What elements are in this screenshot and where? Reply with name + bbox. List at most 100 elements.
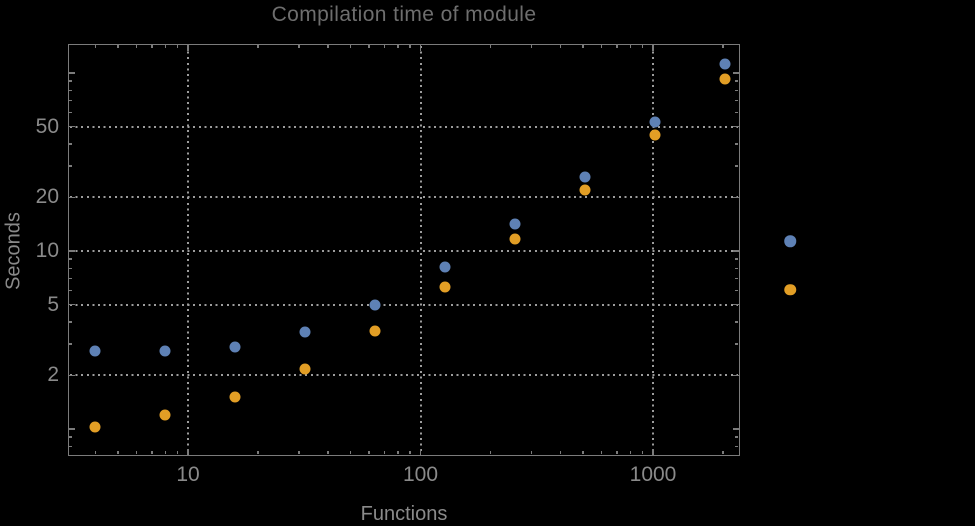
x-tick-mark: [419, 448, 422, 455]
y-tick-mark: [69, 277, 73, 280]
y-tick-mark: [69, 445, 73, 447]
y-tick-label: 50: [35, 114, 59, 138]
y-tick-mark: [735, 321, 739, 323]
y-tick-mark: [69, 111, 73, 114]
y-tick-label: 10: [35, 239, 59, 262]
x-tick-mark: [616, 451, 618, 455]
x-tick-mark: [419, 45, 422, 51]
y-tick-mark: [69, 267, 73, 269]
x-tick-mark: [559, 45, 562, 49]
y-tick-mark: [732, 196, 739, 199]
x-tick-mark: [368, 451, 370, 455]
y-tick-mark: [735, 289, 739, 292]
x-tick-mark: [298, 45, 300, 49]
series-1-marker: [784, 235, 796, 247]
y-gridline: [69, 196, 738, 199]
x-tick-mark: [582, 451, 584, 455]
y-tick-mark: [735, 80, 739, 82]
series-2-point: [89, 421, 101, 433]
x-tick-mark: [94, 45, 97, 49]
y-tick-mark: [69, 99, 73, 102]
x-gridline: [419, 45, 422, 454]
series-2-point: [159, 409, 171, 421]
x-tick-mark: [327, 451, 329, 455]
x-tick-mark: [164, 451, 167, 455]
y-tick-mark: [735, 445, 739, 447]
series-1-point: [579, 171, 591, 183]
y-tick-mark: [735, 143, 739, 145]
y-tick-mark: [69, 250, 75, 252]
series-1-point: [299, 326, 311, 338]
x-tick-mark: [151, 45, 153, 49]
x-tick-label: 1000: [629, 463, 677, 486]
x-tick-mark: [187, 448, 189, 455]
x-tick-mark: [629, 451, 632, 455]
series-2-point: [439, 281, 451, 293]
x-axis-label: Functions: [360, 503, 448, 525]
x-tick-mark: [582, 45, 584, 49]
y-tick-mark: [69, 303, 75, 306]
y-tick-mark: [69, 143, 73, 145]
y-tick-mark: [732, 125, 739, 128]
x-tick-mark: [368, 45, 370, 49]
y-tick-mark: [732, 374, 739, 377]
y-tick-mark: [69, 321, 73, 323]
x-tick-mark: [151, 451, 153, 455]
x-tick-mark: [187, 45, 189, 51]
series-2-point: [719, 73, 731, 85]
x-tick-mark: [176, 45, 179, 49]
y-gridline: [69, 125, 738, 128]
y-gridline: [69, 250, 738, 252]
y-gridline: [69, 374, 738, 377]
x-gridline: [652, 45, 654, 454]
x-tick-mark: [397, 45, 399, 49]
x-tick-mark: [349, 45, 352, 49]
x-tick-mark: [600, 45, 603, 49]
series-2-point: [369, 325, 381, 337]
x-tick-mark: [616, 45, 618, 49]
y-tick-label: 20: [35, 185, 59, 209]
x-tick-mark: [383, 45, 386, 49]
x-tick-mark: [298, 451, 300, 455]
y-tick-mark: [735, 258, 739, 260]
series-1-point: [89, 345, 101, 357]
y-tick-mark: [69, 196, 75, 199]
y-tick-mark: [69, 374, 75, 377]
x-tick-mark: [409, 451, 411, 455]
series-1-point: [509, 218, 521, 230]
y-tick-mark: [735, 343, 739, 345]
plot-frame: [68, 44, 740, 456]
series-1-point: [229, 341, 241, 353]
x-tick-mark: [257, 45, 259, 49]
y-tick-mark: [69, 258, 73, 260]
x-tick-mark: [600, 451, 603, 455]
series-2-point: [509, 233, 521, 245]
y-tick-mark: [69, 89, 73, 91]
x-tick-mark: [652, 45, 654, 51]
y-tick-mark: [69, 343, 73, 345]
series-2-point: [579, 184, 591, 196]
series-2-point: [299, 363, 311, 375]
x-tick-mark: [641, 451, 644, 455]
x-tick-mark: [530, 45, 533, 49]
x-tick-mark: [349, 451, 352, 455]
y-tick-mark: [735, 99, 739, 102]
chart-title: Compilation time of module: [271, 3, 537, 26]
series-1-point: [719, 58, 731, 70]
y-tick-mark: [69, 289, 73, 292]
x-tick-mark: [117, 451, 119, 455]
series-2-point: [649, 129, 661, 141]
y-tick-label: 5: [47, 292, 59, 316]
x-tick-mark: [176, 451, 179, 455]
y-tick-mark: [732, 428, 739, 430]
y-tick-label: 2: [47, 363, 59, 387]
y-tick-mark: [735, 277, 739, 280]
x-tick-mark: [383, 451, 386, 455]
y-tick-mark: [735, 89, 739, 91]
y-tick-mark: [735, 165, 739, 167]
x-tick-mark: [135, 45, 138, 49]
series-2-marker: [784, 283, 796, 296]
y-tick-mark: [732, 72, 739, 74]
series-2-point: [229, 391, 241, 403]
x-tick-mark: [722, 451, 724, 455]
